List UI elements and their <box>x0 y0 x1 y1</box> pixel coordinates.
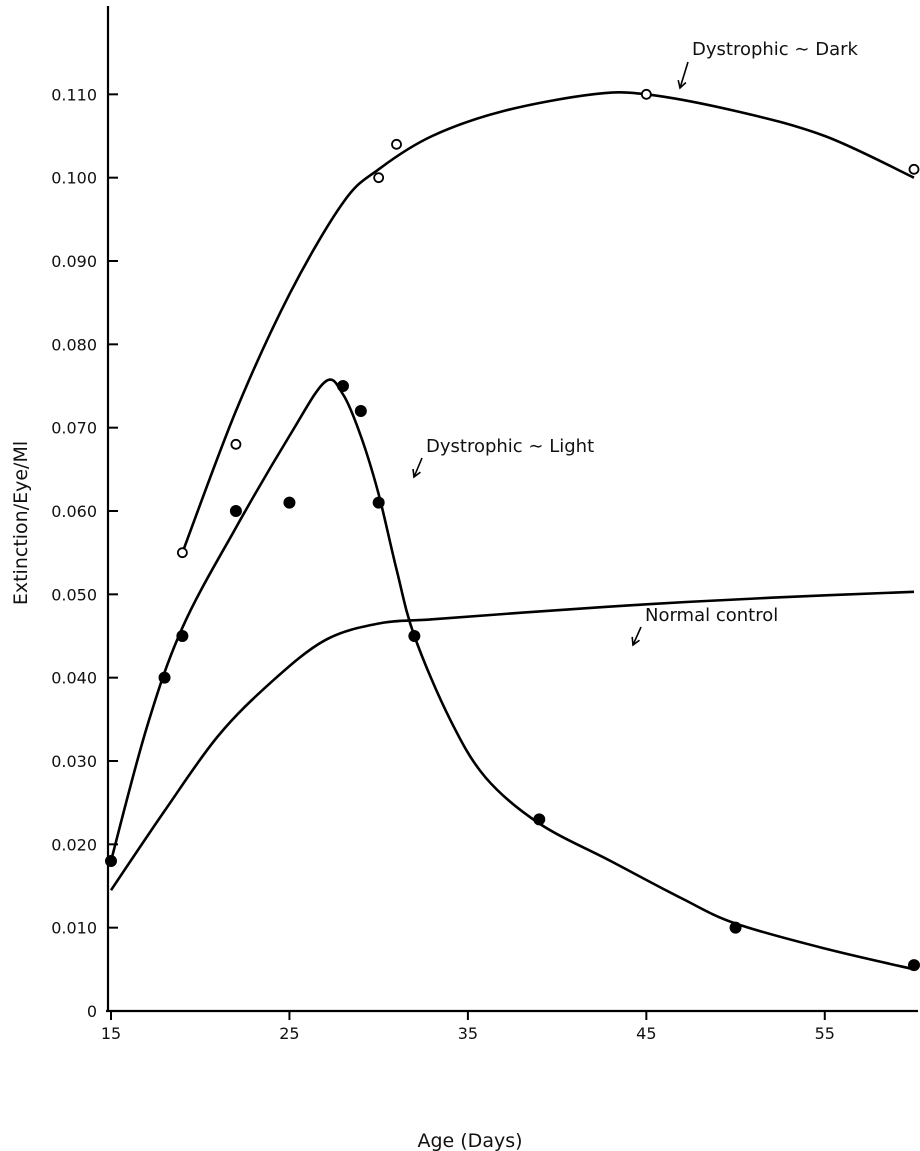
annotation-light: Dystrophic ∼ Light <box>426 436 594 457</box>
point-light <box>229 505 242 517</box>
x-tick-label: 45 <box>636 1024 656 1043</box>
y-ticks: 0 0.010 0.020 0.030 0.040 0.050 0.060 0.070 0.08… <box>51 85 118 1021</box>
x-tick-label: 25 <box>279 1024 299 1043</box>
point-light <box>176 630 189 642</box>
x-ticks: 15 25 35 45 55 <box>101 1011 835 1043</box>
y-tick-label: 0.010 <box>51 919 97 938</box>
annotation-dark: Dystrophic ∼ Dark <box>692 39 859 60</box>
series-line-dark <box>181 90 915 554</box>
y-tick-label: 0.080 <box>51 335 97 354</box>
point-dark <box>176 547 188 559</box>
y-tick-label: 0.030 <box>51 752 97 771</box>
y-tick-label: 0.110 <box>51 85 97 104</box>
x-tick-label: 35 <box>458 1024 478 1043</box>
y-tick-label: 0.020 <box>51 835 97 854</box>
point-dark <box>373 172 385 184</box>
x-tick-label: 15 <box>101 1024 121 1043</box>
point-light <box>354 405 367 417</box>
annotation-arrow <box>632 626 642 646</box>
annotation-arrow <box>679 61 689 89</box>
y-tick-label: 0 <box>87 1002 97 1021</box>
y-tick-label: 0.060 <box>51 502 97 521</box>
y-tick-label: 0.050 <box>51 585 97 604</box>
markers <box>105 88 920 972</box>
point-light <box>105 855 117 867</box>
series-line-normal <box>109 590 915 891</box>
series-line-light <box>109 378 915 971</box>
point-dark <box>640 88 652 100</box>
annotation-arrowhead <box>631 636 640 647</box>
point-dark <box>391 138 402 150</box>
point-light <box>372 496 385 509</box>
point-light <box>729 921 742 934</box>
x-tick-label: 55 <box>815 1024 835 1043</box>
point-light <box>158 671 171 684</box>
point-light <box>533 813 546 826</box>
annotation-arrow <box>413 457 423 478</box>
point-light <box>283 496 296 509</box>
point-light <box>408 630 421 642</box>
annotation-arrowhead <box>677 79 687 90</box>
point-dark <box>908 163 920 175</box>
annotations: Dystrophic ∼ Dark Dystrophic ∼ Light Norma… <box>412 39 859 647</box>
point-dark <box>230 438 242 450</box>
annotation-arrowhead <box>412 468 421 479</box>
axes: 0 0.010 0.020 0.030 0.040 0.050 0.060 0.070 0.08… <box>51 6 918 1043</box>
annotation-normal: Normal control <box>645 605 778 626</box>
y-tick-label: 0.040 <box>51 669 97 688</box>
y-tick-label: 0.070 <box>51 419 97 438</box>
y-tick-label: 0.100 <box>51 169 97 188</box>
y-tick-label: 0.090 <box>51 252 97 271</box>
point-light <box>336 380 349 392</box>
y-axis-title: Extinction/Eye/Ml <box>10 441 32 605</box>
curves <box>109 90 915 971</box>
point-light <box>908 959 920 972</box>
x-axis-title: Age (Days) <box>417 1130 522 1151</box>
